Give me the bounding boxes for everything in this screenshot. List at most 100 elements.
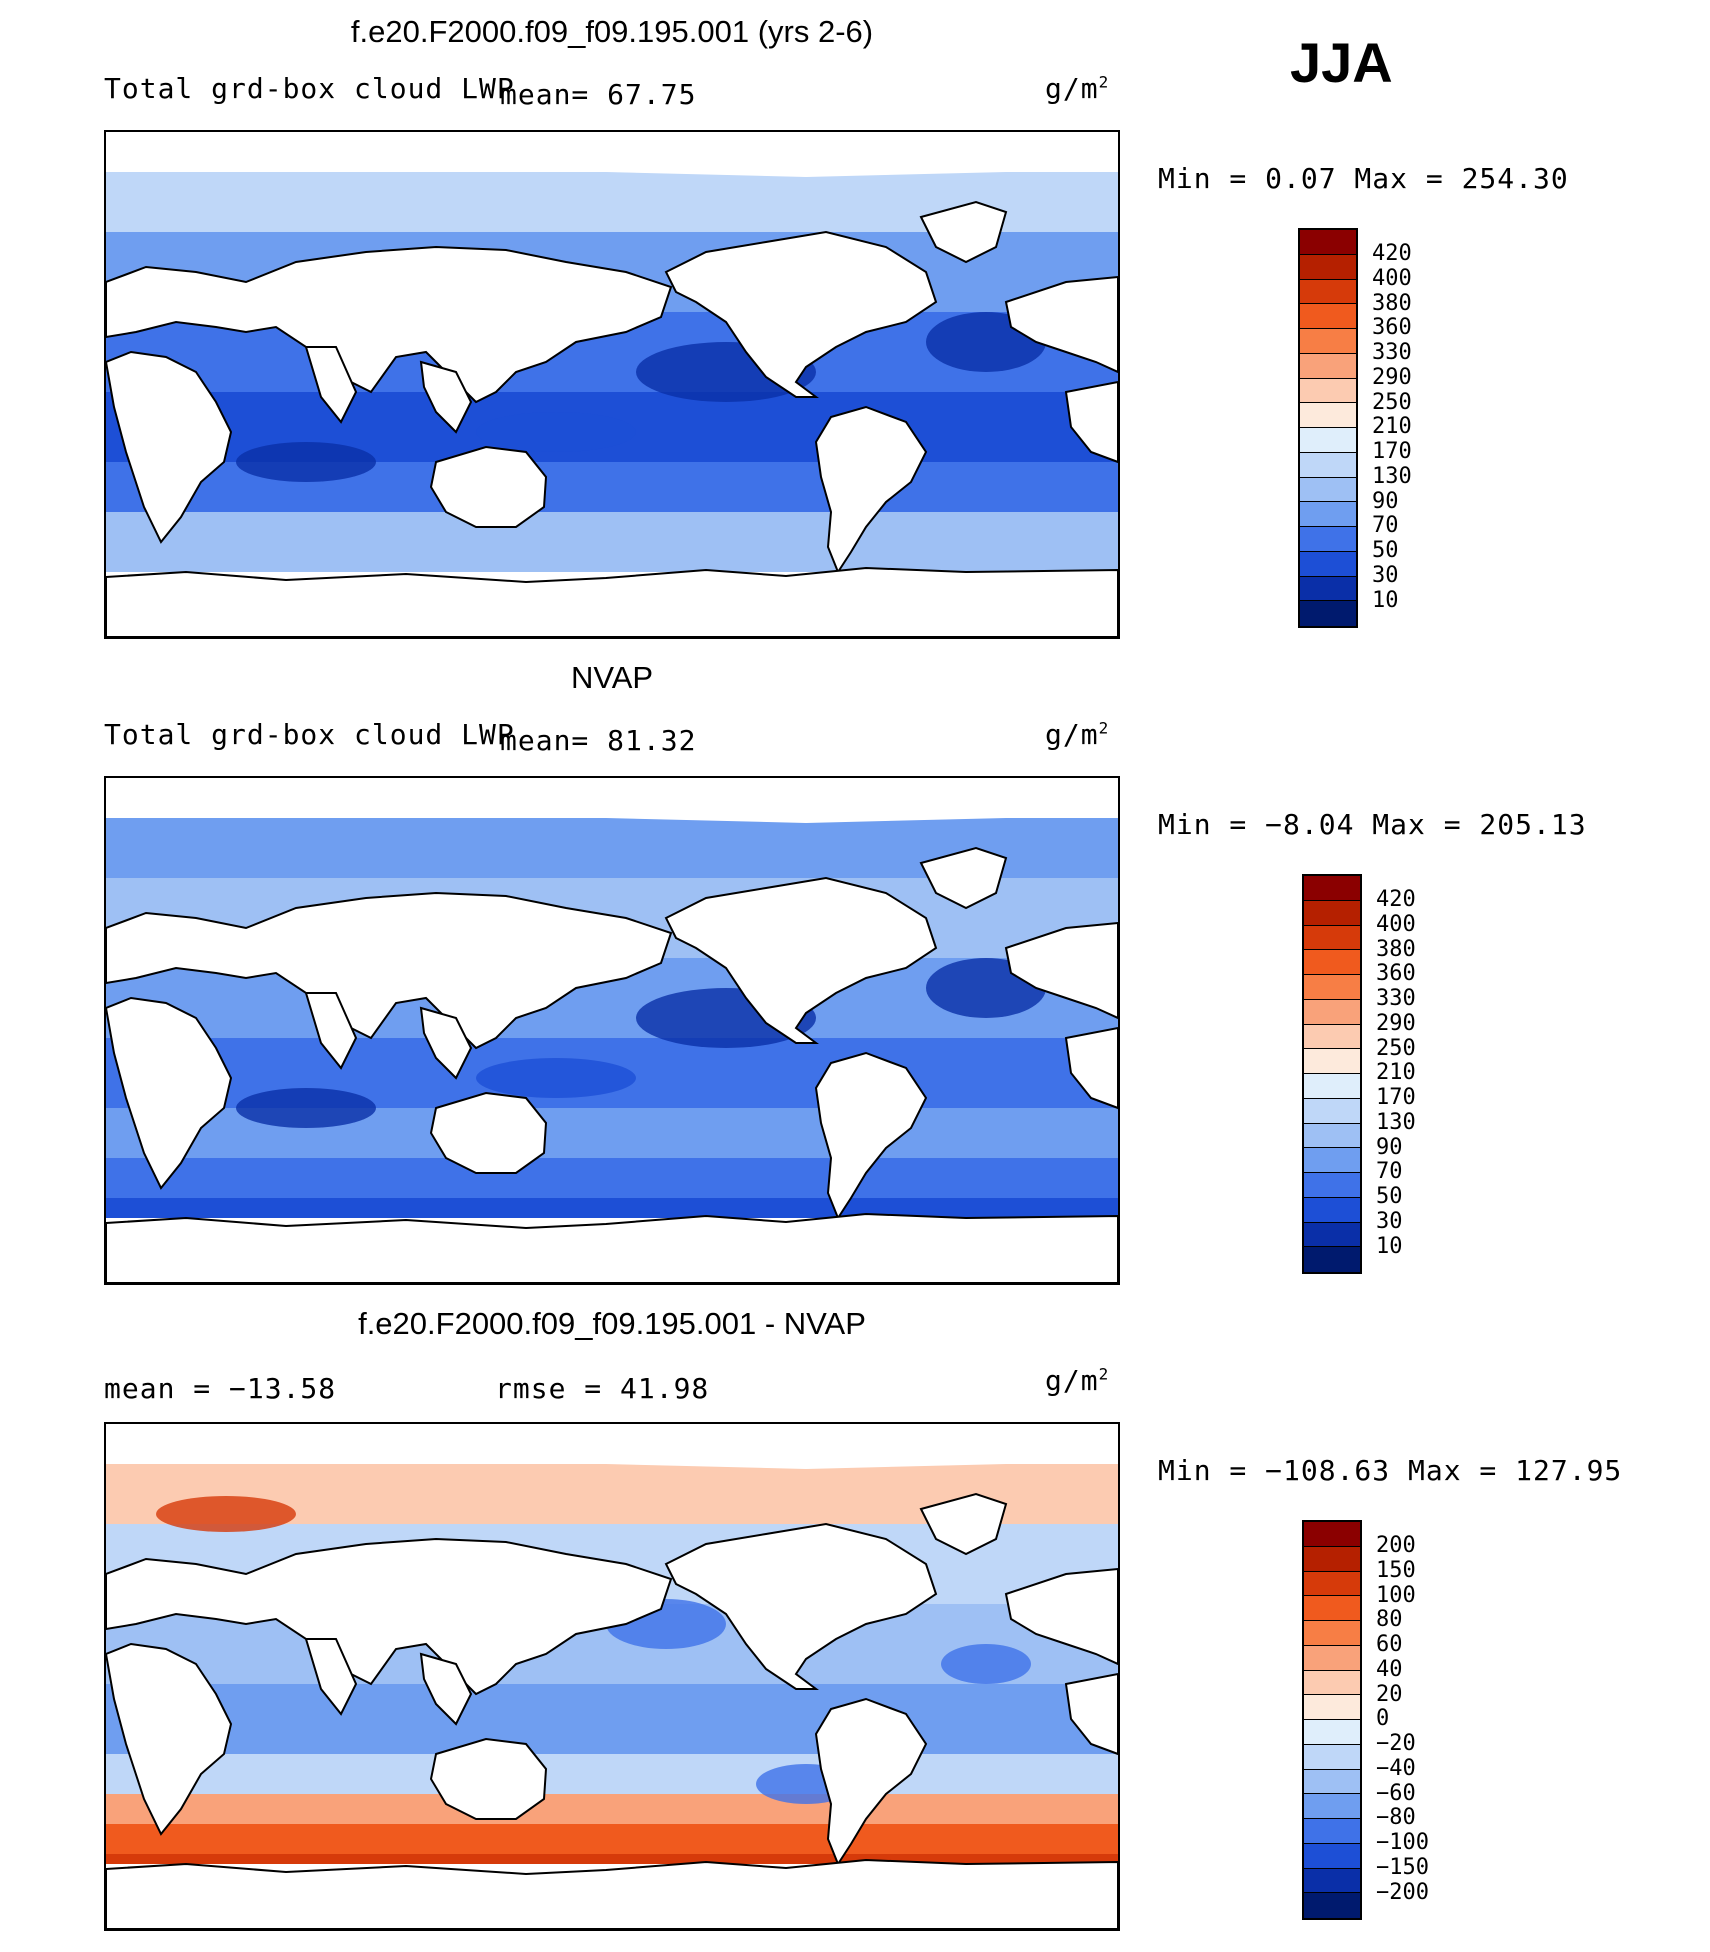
- panel2-mean: mean= 81.32: [500, 724, 697, 757]
- colorbar-swatch: [1300, 551, 1356, 577]
- colorbar-swatch: [1304, 1596, 1360, 1621]
- panel1-subtitle: Total grd-box cloud LWP: [104, 72, 515, 105]
- landmass-arctic: [106, 1424, 1118, 1469]
- colorbar-swatch: [1304, 1571, 1360, 1597]
- colorbar-tick-label: 30: [1376, 1208, 1403, 1234]
- ocean-field-blob: [476, 1058, 636, 1098]
- colorbar-tick-label: 80: [1376, 1607, 1403, 1633]
- landmass-africaE: [1064, 380, 1118, 464]
- landmass-india: [304, 1638, 358, 1716]
- colorbar-tick-label: 100: [1376, 1582, 1416, 1608]
- colorbar-swatch: [1304, 1222, 1360, 1248]
- landmass-africa: [106, 996, 233, 1190]
- ocean-field-band: [106, 1684, 1118, 1754]
- colorbar-tick-label: 210: [1372, 414, 1412, 440]
- landmass-india: [304, 992, 358, 1070]
- colorbar-tick-label: −60: [1376, 1780, 1416, 1806]
- panel1-map-svg: [106, 132, 1118, 637]
- panel1-title: f.e20.F2000.f09_f09.195.001 (yrs 2-6): [350, 14, 874, 49]
- colorbar-tick-label: 250: [1376, 1035, 1416, 1061]
- colorbar-tick-label: −20: [1376, 1731, 1416, 1756]
- landmass-samerica: [814, 1051, 928, 1221]
- landmass-namerica: [664, 1522, 938, 1690]
- landmass-africaE: [1064, 1026, 1118, 1110]
- colorbar-tick-label: −80: [1376, 1805, 1416, 1831]
- colorbar-tick-label: −40: [1376, 1755, 1416, 1781]
- colorbar-tick-label: 210: [1376, 1060, 1416, 1086]
- colorbar-swatch: [1304, 925, 1360, 951]
- colorbar-tick-label: 250: [1372, 389, 1412, 415]
- colorbar-tick-label: 400: [1372, 265, 1412, 291]
- ocean-field-band: [106, 1794, 1118, 1824]
- ocean-field-blob: [476, 412, 636, 452]
- panel2-map: [104, 776, 1120, 1285]
- landmass-india: [304, 346, 358, 424]
- panel3-colorbar: [1302, 1520, 1362, 1920]
- colorbar-tick-label: 360: [1372, 315, 1412, 341]
- colorbar-tick-label: 380: [1372, 290, 1412, 316]
- landmass-seasia: [419, 360, 473, 434]
- colorbar-swatch: [1304, 876, 1360, 901]
- colorbar-swatch: [1304, 1769, 1360, 1795]
- panel2-colorbar: [1302, 874, 1362, 1274]
- landmass-antarctica: [106, 1212, 1118, 1283]
- colorbar-tick-label: −150: [1376, 1854, 1429, 1880]
- colorbar-swatch: [1300, 403, 1356, 428]
- colorbar-swatch: [1300, 304, 1356, 329]
- colorbar-tick-label: 200: [1376, 1533, 1416, 1558]
- landmass-africa: [106, 350, 233, 544]
- panel3-rmse: rmse = 41.98: [495, 1372, 710, 1405]
- colorbar-swatch: [1304, 1049, 1360, 1074]
- panel3-mean: mean = −13.58: [104, 1372, 337, 1405]
- landmass-africaE: [1064, 1672, 1118, 1756]
- panel2-map-svg: [106, 778, 1118, 1283]
- ocean-field-blob: [156, 1496, 296, 1532]
- landmass-arctic: [106, 132, 1118, 177]
- ocean-field-band: [106, 512, 1118, 572]
- colorbar-tick-label: 10: [1376, 1233, 1403, 1259]
- season-label: JJA: [1290, 31, 1393, 94]
- ocean-field-band: [106, 1824, 1118, 1854]
- landmass-arctic: [106, 778, 1118, 823]
- colorbar-swatch: [1304, 1197, 1360, 1223]
- landmass-samerica: [814, 405, 928, 575]
- colorbar-swatch: [1304, 1247, 1360, 1272]
- panel1-map: [104, 130, 1120, 639]
- landmass-australia: [429, 445, 548, 528]
- colorbar-swatch: [1300, 601, 1356, 626]
- colorbar-swatch: [1304, 1621, 1360, 1646]
- colorbar-swatch: [1304, 1546, 1360, 1572]
- colorbar-tick-label: 420: [1372, 241, 1412, 266]
- colorbar-swatch: [1304, 1843, 1360, 1869]
- landmass-greenland: [919, 846, 1008, 910]
- panel2-colorbar-labels: 420 400 380 360 330 290 250 210 170 130 90 70 50 30 10: [1376, 887, 1416, 1259]
- colorbar-tick-label: 30: [1372, 562, 1399, 588]
- landmass-europe: [1004, 275, 1118, 374]
- colorbar-tick-label: 380: [1376, 936, 1416, 962]
- panel3-units: g/m2: [1045, 1364, 1110, 1397]
- colorbar-swatch: [1304, 1819, 1360, 1844]
- colorbar-tick-label: 150: [1376, 1557, 1416, 1583]
- colorbar-tick-label: 130: [1376, 1109, 1416, 1135]
- colorbar-tick-label: 70: [1372, 513, 1399, 539]
- colorbar-tick-label: 60: [1376, 1632, 1403, 1657]
- ocean-field-band: [106, 1158, 1118, 1198]
- ocean-field-band: [106, 1754, 1118, 1794]
- colorbar-tick-label: 10: [1372, 587, 1399, 613]
- ocean-field-blob: [941, 1644, 1031, 1684]
- landmass-seasia: [419, 1652, 473, 1726]
- colorbar-swatch: [1304, 975, 1360, 1000]
- landmass-seasia: [419, 1006, 473, 1080]
- colorbar-swatch: [1304, 1744, 1360, 1770]
- colorbar-swatch: [1300, 329, 1356, 354]
- panel1-colorbar-labels: 420 400 380 360 330 290 250 210 170 130 90 70 50 30 10: [1372, 241, 1412, 613]
- colorbar-swatch: [1304, 1148, 1360, 1173]
- panel2-title: NVAP: [570, 660, 654, 695]
- colorbar-tick-label: 330: [1372, 340, 1412, 365]
- panel3-minmax: Min = −108.63 Max = 127.95: [1158, 1454, 1623, 1487]
- landmass-namerica: [664, 230, 938, 398]
- colorbar-swatch: [1304, 1024, 1360, 1050]
- colorbar-tick-label: −200: [1376, 1879, 1429, 1905]
- colorbar-tick-label: 290: [1372, 364, 1412, 390]
- colorbar-swatch: [1304, 1074, 1360, 1099]
